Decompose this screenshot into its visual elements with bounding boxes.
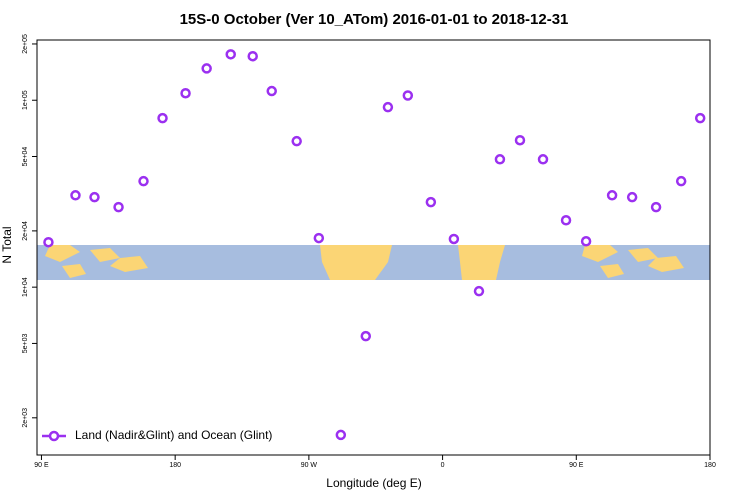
plot-frame [36,39,711,456]
x-tick-label: 0 [441,462,445,469]
point [113,201,124,213]
point [89,191,100,203]
point [382,101,394,113]
chart-title: 15S-0 October (Ver 10_ATom) 2016-01-01 t… [180,11,569,28]
point [360,330,372,342]
point [157,112,168,124]
y-tick-label: 5e+04 [22,147,29,167]
point [180,87,191,99]
y-axis-label: N Total [0,226,14,263]
x-tick-label: 90 E [34,462,49,469]
point [473,285,485,297]
map-band [37,245,710,280]
point [247,50,258,62]
point [448,233,460,245]
point [43,236,54,248]
land [458,245,505,280]
point [580,236,592,247]
point [225,49,236,60]
land [320,245,392,280]
point [266,85,277,97]
legend-marker [48,430,60,442]
point [291,135,302,147]
point [494,154,506,165]
point [425,196,437,208]
x-tick-label: 90 W [301,462,318,469]
y-tick-label: 2e+04 [22,221,29,241]
y-tick-label: 1e+04 [22,277,29,297]
point [626,191,638,203]
point [138,175,149,187]
point [335,429,347,441]
point [694,112,706,124]
point [201,63,212,74]
point [675,175,687,187]
y-tick-label: 2e+03 [22,408,29,428]
point [560,214,572,226]
point [537,154,549,165]
y-tick-label: 2e+05 [22,34,29,54]
x-tick-label: 180 [169,462,181,469]
point [514,134,526,146]
x-tick-label: 90 E [569,462,584,469]
x-axis-label: Longitude (deg E) [326,476,421,490]
point [606,190,618,201]
legend-label: Land (Nadir&Glint) and Ocean (Glint) [75,428,272,442]
point [402,90,414,101]
point [313,232,325,244]
y-tick-label: 1e+05 [22,90,29,110]
land [45,245,148,278]
point [70,190,81,201]
x-tick-label: 180 [704,462,716,469]
point [650,201,662,213]
y-tick-label: 5e+03 [22,333,29,353]
land [582,245,684,278]
